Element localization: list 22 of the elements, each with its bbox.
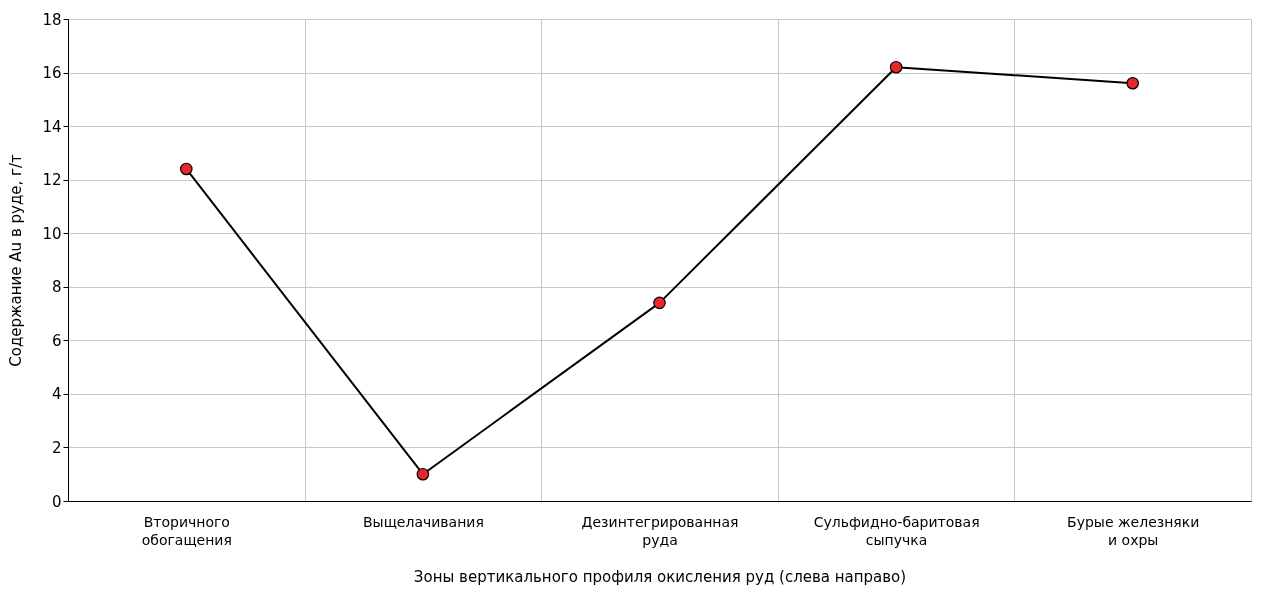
x-tick-label: Выщелачивания — [362, 513, 484, 530]
y-tick-label: 6 — [51, 331, 62, 350]
y-tick-label: 10 — [42, 224, 62, 243]
point — [416, 467, 430, 481]
point — [889, 60, 903, 74]
point — [653, 296, 666, 310]
y-tick-label: 12 — [42, 171, 62, 190]
y-tick-label: 18 — [42, 10, 62, 29]
y-axis-title: Содержание Au в руде, г/т — [7, 154, 26, 367]
x-tick-label: Вторичного обогащения — [141, 513, 232, 548]
y-tick-label: 14 — [42, 117, 62, 136]
y-tick-label: 4 — [51, 385, 62, 404]
x-tick-label: Сульфидно-баритовая сыпучка — [813, 513, 980, 548]
x-tick-label: Бурые железняки и охры — [1067, 513, 1200, 548]
y-tick-label: 16 — [42, 64, 62, 83]
point — [180, 162, 193, 176]
y-tick-label: 8 — [51, 278, 62, 297]
y-tick-label: 0 — [51, 492, 62, 511]
point — [1126, 76, 1139, 90]
x-axis-title: Зоны вертикального профиля окисления руд (слева направо) — [413, 567, 907, 586]
y-tick-label: 2 — [51, 438, 62, 457]
x-tick-label: Дезинтегрированная руда — [581, 513, 739, 548]
